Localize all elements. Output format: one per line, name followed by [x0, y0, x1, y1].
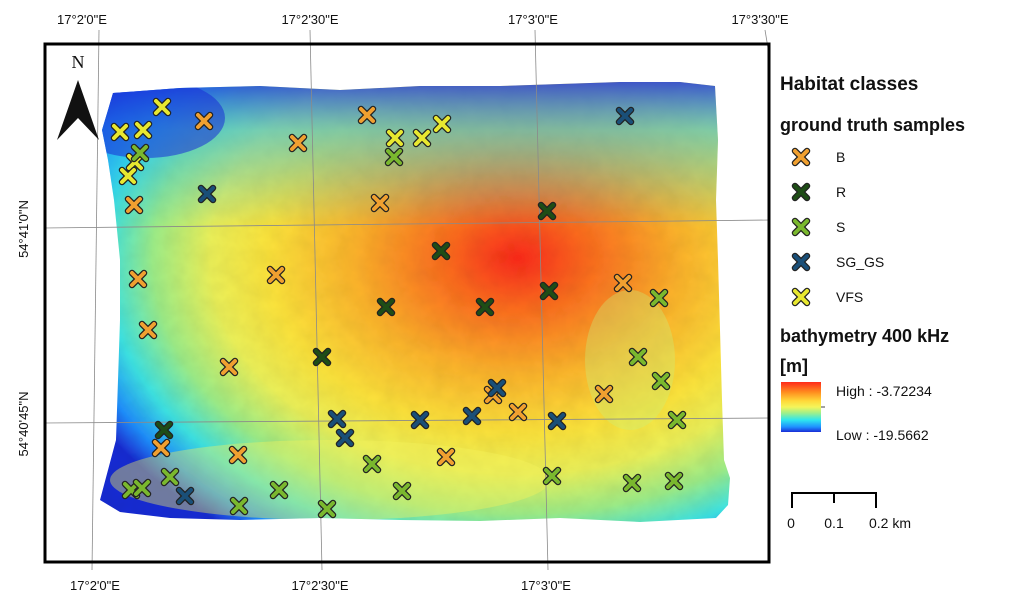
legend-item-label: SG_GS [836, 254, 884, 270]
legend-item-label: S [836, 219, 845, 235]
legend-item-label: B [836, 149, 845, 165]
sample-marker-s [132, 478, 152, 498]
top-longitude-labels: 17°2'0"E 17°2'30"E 17°3'0"E 17°3'30"E [57, 12, 789, 27]
sample-marker-r [475, 297, 495, 317]
sample-marker-b [194, 111, 214, 131]
legend-item-r: R [791, 182, 846, 202]
left-latitude-labels: 54°41'0"N 54°40'45"N [16, 200, 31, 456]
sample-marker-sg_gs [462, 406, 482, 426]
sample-marker-s [362, 454, 382, 474]
sample-marker-s [651, 371, 671, 391]
sample-marker-b [613, 273, 633, 293]
sample-marker-b [219, 357, 239, 377]
sample-marker-s [664, 471, 684, 491]
sample-marker-vfs [133, 120, 153, 140]
sample-marker-sg_gs [547, 411, 567, 431]
lon-label: 17°2'30"E [291, 578, 348, 593]
legend-class-list: B R S SG_GS VFS [791, 147, 884, 307]
scale-label-0.2: 0.2 km [869, 515, 911, 531]
legend-item-s: S [791, 217, 845, 237]
sample-marker-b [128, 269, 148, 289]
sample-marker-vfs [110, 122, 130, 142]
north-arrow: N [57, 52, 99, 140]
sample-marker-s [130, 143, 150, 163]
legend-item-label: VFS [836, 289, 863, 305]
lon-label: 17°3'0"E [521, 578, 571, 593]
lon-label: 17°3'30"E [731, 12, 788, 27]
sample-marker-s [229, 496, 249, 516]
map-frame [43, 42, 771, 564]
legend-marker-sg_gs [791, 252, 811, 272]
lon-label: 17°2'30"E [281, 12, 338, 27]
sample-marker-sg_gs [175, 486, 195, 506]
north-label: N [72, 52, 85, 72]
sample-marker-sg_gs [410, 410, 430, 430]
legend-item-label: R [836, 184, 846, 200]
sample-marker-s [317, 499, 337, 519]
sample-marker-sg_gs [615, 106, 635, 126]
legend-samples-title: ground truth samples [780, 115, 965, 135]
scale-label-0.1: 0.1 [824, 515, 844, 531]
sample-marker-b [151, 438, 171, 458]
legend-item-vfs: VFS [791, 287, 863, 307]
lon-label: 17°2'0"E [70, 578, 120, 593]
sample-marker-r [431, 241, 451, 261]
sample-marker-sg_gs [487, 378, 507, 398]
sample-marker-b [594, 384, 614, 404]
legend-item-sg_gs: SG_GS [791, 252, 884, 272]
sample-marker-b [288, 133, 308, 153]
sample-marker-s [628, 347, 648, 367]
sample-marker-sg_gs [327, 409, 347, 429]
sample-marker-vfs [412, 128, 432, 148]
sample-marker-b [138, 320, 158, 340]
sample-marker-s [269, 480, 289, 500]
sample-marker-b [266, 265, 286, 285]
sample-marker-b [508, 402, 528, 422]
legend-unit: [m] [780, 356, 808, 376]
sample-marker-b [357, 105, 377, 125]
sample-marker-b [436, 447, 456, 467]
legend-marker-b [791, 147, 811, 167]
bottom-longitude-labels: 17°2'0"E 17°2'30"E 17°3'0"E [70, 578, 571, 593]
legend-marker-vfs [791, 287, 811, 307]
ramp-low-label: Low : -19.5662 [836, 427, 929, 443]
legend: Habitat classes ground truth samples B R S… [780, 74, 965, 443]
sample-marker-b [370, 193, 390, 213]
sample-marker-sg_gs [197, 184, 217, 204]
sample-marker-r [376, 297, 396, 317]
sample-marker-s [160, 467, 180, 487]
scale-label-0: 0 [787, 515, 795, 531]
sample-marker-r [537, 201, 557, 221]
sample-marker-vfs [385, 128, 405, 148]
legend-marker-s [791, 217, 811, 237]
sample-marker-b [124, 195, 144, 215]
sample-marker-r [539, 281, 559, 301]
sample-marker-r [154, 420, 174, 440]
sample-marker-sg_gs [335, 428, 355, 448]
sample-marker-vfs [118, 166, 138, 186]
legend-bathymetry-title: bathymetry 400 kHz [780, 326, 949, 346]
ramp-high-label: High : -3.72234 [836, 383, 932, 399]
lon-label: 17°3'0"E [508, 12, 558, 27]
sample-marker-s [622, 473, 642, 493]
sample-marker-s [542, 466, 562, 486]
sample-marker-s [649, 288, 669, 308]
legend-item-b: B [791, 147, 845, 167]
scale-bar [791, 492, 877, 508]
lat-label: 54°40'45"N [16, 391, 31, 456]
sample-marker-b [228, 445, 248, 465]
ground-truth-samples [110, 97, 687, 519]
sample-marker-vfs [432, 114, 452, 134]
lon-label: 17°2'0"E [57, 12, 107, 27]
lat-label: 54°41'0"N [16, 200, 31, 258]
legend-marker-r [791, 182, 811, 202]
sample-marker-vfs [152, 97, 172, 117]
sample-marker-s [384, 147, 404, 167]
bathymetry-color-ramp [781, 382, 821, 432]
sample-marker-r [312, 347, 332, 367]
legend-title: Habitat classes [780, 74, 918, 95]
sample-marker-s [392, 481, 412, 501]
sample-marker-s [667, 410, 687, 430]
